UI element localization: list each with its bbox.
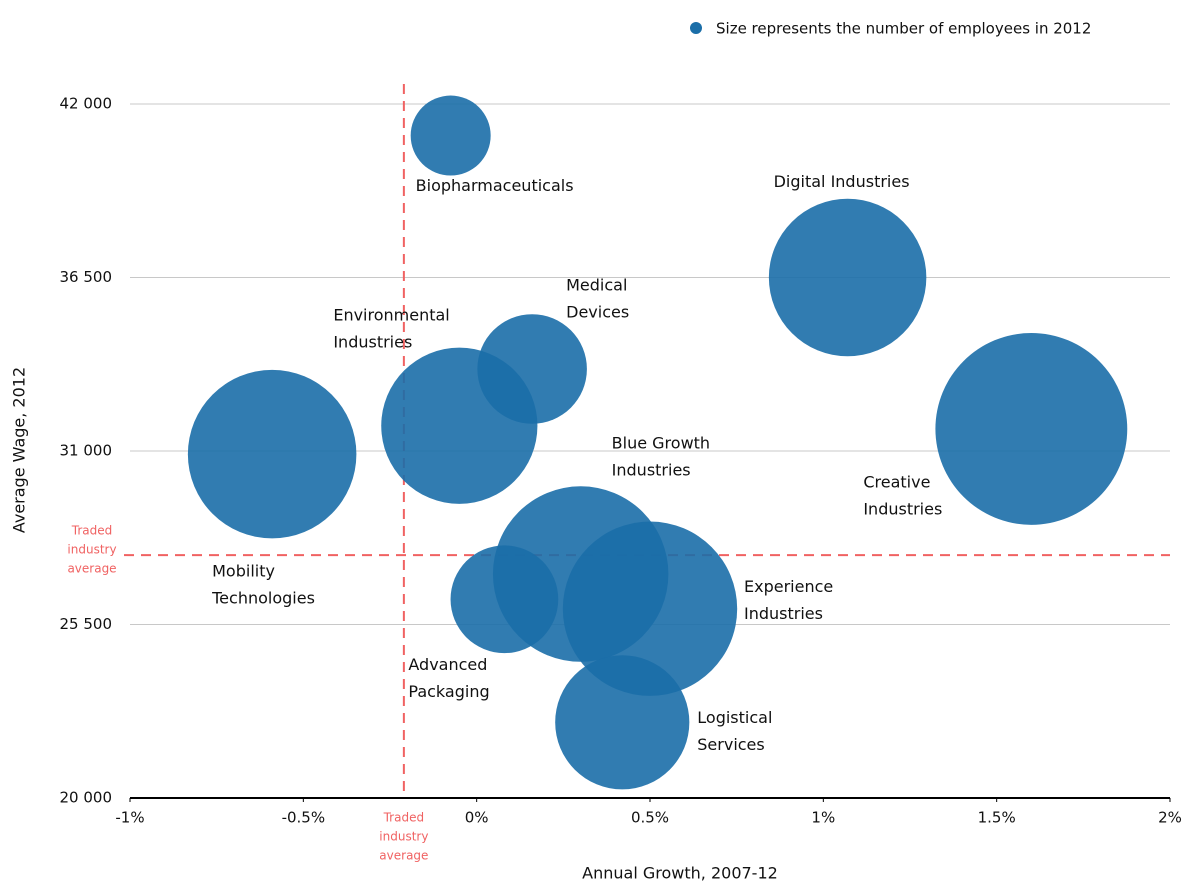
reference-label: average <box>67 562 116 576</box>
y-axis-label: Average Wage, 2012 <box>10 367 29 533</box>
x-tick-label: 1.5% <box>978 809 1016 827</box>
bubble <box>768 198 927 357</box>
bubble-label: Blue Growth <box>612 434 710 453</box>
y-tick-label: 42 000 <box>60 95 113 113</box>
reference-label: Traded <box>383 811 424 825</box>
x-tick-label: 2% <box>1158 809 1182 827</box>
bubble <box>555 655 690 790</box>
bubble-label: Technologies <box>211 589 315 608</box>
x-tick-label: -1% <box>115 809 144 827</box>
bubble-label: Devices <box>566 302 629 321</box>
bubble-label: Environmental <box>333 305 449 324</box>
bubble <box>187 369 357 539</box>
bubble-label: Industries <box>333 332 412 351</box>
legend-text: Size represents the number of employees … <box>716 20 1091 38</box>
bubble-label: Experience <box>744 577 833 596</box>
legend-swatch <box>690 22 702 34</box>
y-tick-label: 36 500 <box>60 268 113 286</box>
bubble <box>562 521 738 696</box>
bubble-label: Medical <box>566 275 627 294</box>
bubble <box>450 545 559 654</box>
bubble-label: Biopharmaceuticals <box>416 176 574 195</box>
x-tick-label: 0.5% <box>631 809 669 827</box>
y-tick-label: 20 000 <box>60 789 113 807</box>
bubble-label: Digital Industries <box>774 172 910 191</box>
bubble-label: Mobility <box>212 562 275 581</box>
bubble-label: Industries <box>612 461 691 480</box>
x-axis-label: Annual Growth, 2007-12 <box>582 864 778 883</box>
bubble-label: Industries <box>744 604 823 623</box>
y-tick-label: 25 500 <box>60 615 113 633</box>
bubble-label: Advanced <box>408 655 487 674</box>
bubble <box>410 95 491 176</box>
x-tick-label: -0.5% <box>282 809 326 827</box>
bubble-label: Packaging <box>408 682 489 701</box>
bubble-label: Creative <box>863 472 930 491</box>
bubble <box>381 347 538 504</box>
x-tick-label: 1% <box>811 809 835 827</box>
reference-label: industry <box>379 830 428 844</box>
y-tick-label: 31 000 <box>60 442 113 460</box>
reference-label: Traded <box>71 524 112 538</box>
bubble-label: Logistical <box>697 708 772 727</box>
bubble <box>935 333 1128 525</box>
reference-label: industry <box>67 543 116 557</box>
x-tick-label: 0% <box>465 809 489 827</box>
reference-label: average <box>379 849 428 863</box>
bubble-label: Industries <box>863 499 942 518</box>
bubble-label: Services <box>697 735 764 754</box>
